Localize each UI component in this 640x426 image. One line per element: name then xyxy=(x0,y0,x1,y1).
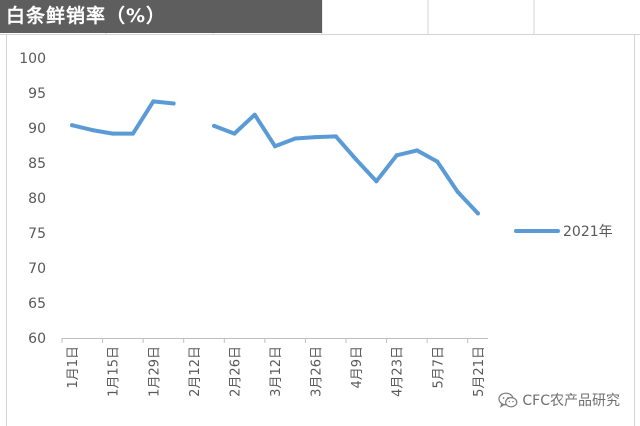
data-point xyxy=(273,144,277,149)
series-line xyxy=(70,99,176,136)
y-tick-label: 100 xyxy=(19,51,46,67)
data-point xyxy=(415,148,419,153)
x-tick-label: 1月15日 xyxy=(107,346,122,397)
x-tick-label: 5月7日 xyxy=(431,346,446,389)
y-axis: 60 65 70 75 80 85 90 95 100 xyxy=(19,51,46,347)
x-tick-label: 5月21日 xyxy=(472,346,487,397)
data-point xyxy=(354,157,359,162)
x-tick-label: 3月26日 xyxy=(310,346,325,397)
y-tick-label: 60 xyxy=(28,331,46,347)
legend-label: 2021年 xyxy=(563,224,613,240)
data-point xyxy=(131,131,135,136)
data-point xyxy=(333,134,338,139)
x-tick-label: 1月1日 xyxy=(66,346,81,389)
chart-title: 白条鲜销率（%） xyxy=(0,0,322,33)
data-point xyxy=(475,211,480,216)
series-line xyxy=(212,112,480,216)
data-point xyxy=(90,128,95,133)
data-point xyxy=(212,123,217,128)
y-tick-label: 85 xyxy=(28,156,46,172)
data-point xyxy=(394,153,399,158)
x-tick-label: 2月12日 xyxy=(188,346,203,397)
x-axis: 1月1日 1月15日 1月29日 2月12日 2月26日 3月12日 3月26日 4月9日 4月… xyxy=(61,338,488,397)
watermark-text: CFC农产品研究 xyxy=(522,393,620,409)
series-2021 xyxy=(70,99,480,216)
x-tick-label: 3月12日 xyxy=(269,346,284,397)
x-tick-label: 1月29日 xyxy=(147,346,162,397)
data-point xyxy=(171,101,176,106)
y-tick-label: 90 xyxy=(28,121,46,137)
data-point xyxy=(313,135,318,140)
watermark: CFC农产品研究 xyxy=(496,390,622,410)
y-tick-label: 80 xyxy=(28,191,46,207)
data-point xyxy=(252,112,257,117)
y-tick-label: 70 xyxy=(28,261,46,277)
y-tick-label: 75 xyxy=(28,226,46,242)
legend: 2021年 xyxy=(514,224,613,240)
data-point xyxy=(70,123,75,128)
data-point xyxy=(455,189,460,194)
data-point xyxy=(232,131,237,136)
x-tick-label: 2月26日 xyxy=(228,346,243,397)
y-tick-label: 95 xyxy=(28,86,46,102)
wechat-icon xyxy=(498,392,518,408)
data-point xyxy=(374,179,379,184)
x-tick-label: 4月23日 xyxy=(391,346,406,397)
y-tick-label: 65 xyxy=(28,296,46,312)
x-tick-label: 4月9日 xyxy=(350,346,365,389)
data-point xyxy=(435,159,440,164)
data-point xyxy=(293,136,298,141)
data-point xyxy=(110,131,115,136)
data-point xyxy=(151,99,156,104)
